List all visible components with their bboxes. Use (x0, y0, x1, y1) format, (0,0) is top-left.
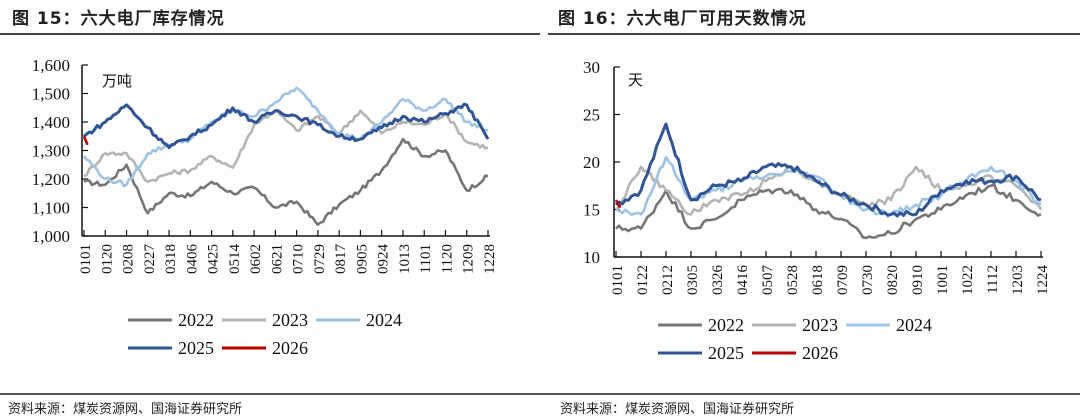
legend-label: 2023 (802, 315, 838, 335)
x-tick-label: 0101 (78, 244, 94, 274)
legend-item-2024: 2024 (316, 310, 402, 330)
y-tick-label: 1,400 (32, 113, 70, 132)
legend-item-2026: 2026 (752, 343, 838, 363)
x-tick-label: 0910 (910, 265, 926, 295)
x-tick-label: 0416 (735, 265, 751, 296)
x-tick-label: 0710 (291, 244, 307, 274)
x-tick-label: 0120 (99, 244, 115, 274)
x-tick-label: 0905 (354, 244, 370, 274)
title-divider-right (548, 33, 1080, 35)
x-tick-label: 1120 (439, 244, 455, 273)
series-line-2025 (615, 122, 1042, 218)
y-tick-label: 1,300 (32, 142, 70, 161)
legend-label: 2023 (272, 310, 308, 330)
series-line-2026 (82, 135, 89, 146)
x-tick-label: 0208 (121, 244, 137, 274)
title-divider-left (0, 33, 540, 35)
y-tick-label: 1,500 (32, 85, 70, 104)
x-tick-label: 0305 (685, 265, 701, 295)
unit-label: 万吨 (102, 73, 132, 90)
x-tick-label: 0212 (660, 265, 676, 295)
source-note-left: 资料来源：煤炭资源网、国海证券研究所 (8, 402, 243, 417)
x-tick-label: 0820 (885, 265, 901, 295)
x-tick-label: 0621 (269, 244, 285, 274)
x-tick-label: 0507 (760, 265, 776, 296)
x-tick-label: 0528 (785, 265, 801, 295)
legend-label: 2024 (366, 310, 402, 330)
x-tick-label: 0326 (710, 265, 726, 296)
legend-label: 2022 (178, 310, 214, 330)
x-tick-label: 1224 (1035, 265, 1051, 296)
x-tick-label: 1112 (985, 265, 1001, 294)
x-tick-label: 0514 (227, 244, 243, 275)
x-tick-label: 1209 (461, 244, 477, 274)
x-tick-label: 0924 (376, 244, 392, 275)
x-tick-label: 1001 (935, 265, 951, 295)
legend-item-2023: 2023 (222, 310, 308, 330)
series-line-2023 (83, 109, 489, 184)
x-tick-label: 0817 (333, 244, 349, 275)
y-tick-label: 1,200 (32, 170, 70, 189)
legend-item-2025: 2025 (658, 343, 744, 363)
x-tick-label: 1203 (1010, 265, 1026, 295)
y-tick-label: 1,000 (32, 227, 70, 246)
x-tick-label: 1228 (482, 244, 498, 274)
y-tick-label: 30 (583, 58, 600, 77)
legend-label: 2022 (708, 315, 744, 335)
figure-16-title: 图 16：六大电厂可用天数情况 (558, 9, 807, 29)
x-tick-label: 0101 (610, 265, 626, 295)
x-tick-label: 0602 (248, 244, 264, 274)
x-tick-label: 0709 (835, 265, 851, 295)
legend-label: 2026 (802, 343, 838, 363)
x-tick-label: 1013 (397, 244, 413, 274)
x-tick-label: 0729 (312, 244, 328, 274)
figure-15-title: 图 15：六大电厂库存情况 (12, 9, 225, 29)
y-tick-label: 1,600 (32, 56, 70, 75)
legend-label: 2025 (708, 343, 744, 363)
x-tick-label: 1101 (418, 244, 434, 273)
legend-label: 2026 (272, 338, 308, 358)
x-tick-label: 0730 (860, 265, 876, 295)
x-tick-label: 1022 (960, 265, 976, 295)
x-tick-label: 0318 (163, 244, 179, 274)
series-line-2022 (615, 183, 1042, 240)
series-line-2025 (83, 102, 490, 150)
unit-label: 天 (628, 73, 643, 89)
series-line-2026 (614, 199, 622, 209)
legend-item-2022: 2022 (658, 315, 744, 335)
legend-item-2024: 2024 (846, 315, 932, 335)
y-tick-label: 10 (583, 248, 600, 267)
legend-item-2022: 2022 (128, 310, 214, 330)
legend-label: 2024 (896, 315, 932, 335)
source-divider (0, 393, 1080, 395)
y-tick-label: 25 (583, 106, 600, 125)
x-tick-label: 0618 (810, 265, 826, 295)
x-tick-label: 0122 (635, 265, 651, 295)
series-line-2024 (82, 86, 489, 188)
x-tick-label: 0425 (206, 244, 222, 274)
legend-label: 2025 (178, 338, 214, 358)
x-tick-label: 0227 (142, 244, 158, 275)
legend-item-2026: 2026 (222, 338, 308, 358)
y-tick-label: 1,100 (32, 199, 70, 218)
series-line-2022 (83, 137, 489, 226)
inventory-chart: 1,000 1,100 1,200 1,300 1,400 1,500 1,600 万吨 010… (32, 56, 498, 358)
source-note-right: 资料来源：煤炭资源网、国海证券研究所 (560, 402, 795, 417)
legend-item-2023: 2023 (752, 315, 838, 335)
x-tick-label: 0406 (184, 244, 200, 275)
y-tick-label: 20 (583, 153, 600, 172)
legend-item-2025: 2025 (128, 338, 214, 358)
y-tick-label: 15 (583, 201, 600, 220)
